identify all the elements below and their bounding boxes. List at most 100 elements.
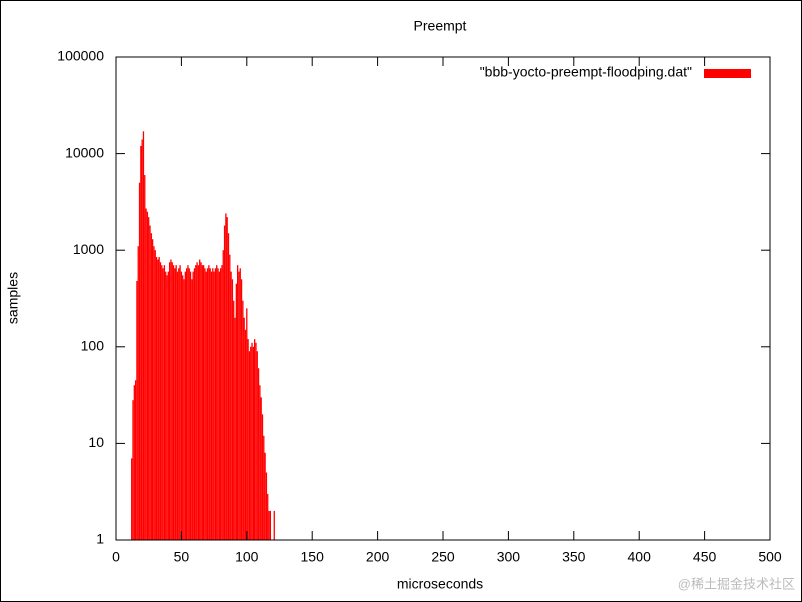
bar	[231, 279, 234, 540]
bar	[162, 268, 164, 540]
bar	[236, 265, 239, 540]
bar	[229, 254, 231, 540]
bar	[197, 265, 200, 540]
x-tick-label: 450	[693, 549, 717, 565]
bar	[180, 271, 183, 540]
bar	[267, 493, 269, 540]
bar	[175, 265, 177, 540]
bar	[240, 279, 243, 540]
bar	[246, 308, 248, 540]
bar	[216, 265, 218, 540]
bar	[213, 271, 215, 540]
y-tick-label: 10	[88, 434, 104, 450]
bar	[243, 317, 245, 540]
bar	[247, 339, 249, 540]
bar	[161, 265, 163, 540]
bar	[174, 268, 176, 540]
bar	[257, 368, 260, 540]
bar	[208, 265, 210, 540]
bar	[179, 265, 181, 540]
bar	[176, 271, 179, 540]
bar	[265, 472, 268, 540]
bar	[167, 271, 169, 540]
bar	[132, 400, 134, 540]
bar	[134, 380, 137, 540]
bar	[144, 175, 146, 541]
bar	[206, 268, 209, 540]
bar	[142, 131, 145, 541]
bar	[233, 300, 235, 540]
bar	[172, 265, 175, 540]
x-tick-label: 400	[628, 549, 652, 565]
bar	[268, 510, 270, 540]
bar	[163, 265, 166, 540]
bar	[158, 257, 160, 540]
bar	[137, 246, 139, 540]
bar	[149, 225, 151, 540]
y-axis-label: samples	[5, 272, 21, 324]
bar	[187, 265, 189, 540]
bar	[222, 250, 224, 540]
x-axis-label: microseconds	[397, 576, 483, 592]
bar	[201, 265, 203, 540]
bar	[151, 239, 154, 541]
bar	[256, 351, 258, 540]
bar	[191, 279, 193, 540]
x-tick-label: 350	[562, 549, 586, 565]
bar	[217, 268, 219, 540]
bar	[195, 265, 197, 540]
bar	[205, 271, 207, 540]
bar	[255, 342, 257, 540]
x-tick-label: 100	[235, 549, 259, 565]
bar	[196, 262, 198, 540]
bar	[133, 385, 135, 540]
bar	[244, 329, 247, 540]
bar	[264, 452, 266, 540]
bar	[214, 268, 217, 540]
bar	[145, 208, 147, 540]
x-tick-label: 150	[301, 549, 325, 565]
x-tick-label: 200	[366, 549, 390, 565]
bar	[184, 271, 186, 540]
bar	[219, 268, 222, 540]
bar	[150, 233, 152, 541]
legend-label: "bbb-yocto-preempt-floodping.dat"	[480, 64, 692, 80]
watermark: @稀土掘金技术社区	[678, 576, 795, 591]
bar	[192, 271, 194, 540]
bar	[136, 280, 138, 540]
bar	[166, 275, 168, 540]
bar	[223, 225, 226, 540]
bar	[182, 275, 184, 540]
y-tick-label: 1000	[73, 241, 104, 257]
bar	[153, 246, 155, 540]
bar	[227, 233, 230, 541]
bar	[210, 271, 213, 540]
bar	[251, 342, 253, 540]
bar	[221, 265, 223, 540]
x-tick-label: 50	[174, 549, 190, 565]
bar	[253, 339, 256, 540]
x-tick-label: 250	[431, 549, 455, 565]
bar	[218, 271, 220, 540]
bar	[193, 268, 196, 540]
bar	[202, 265, 205, 540]
bar	[146, 211, 149, 540]
bar	[263, 435, 265, 540]
bar	[178, 268, 180, 540]
bar	[138, 182, 141, 540]
bar	[235, 283, 237, 540]
bar	[141, 139, 143, 540]
bar	[199, 259, 201, 540]
bar	[189, 271, 192, 540]
bar	[239, 268, 241, 540]
y-tick-label: 1	[96, 531, 104, 547]
x-tick-label: 300	[497, 549, 521, 565]
bar	[170, 259, 172, 540]
bar	[230, 271, 232, 540]
bar	[154, 250, 156, 540]
bar	[242, 300, 244, 540]
bar	[234, 317, 236, 540]
bar	[269, 510, 271, 540]
bar	[209, 268, 211, 540]
